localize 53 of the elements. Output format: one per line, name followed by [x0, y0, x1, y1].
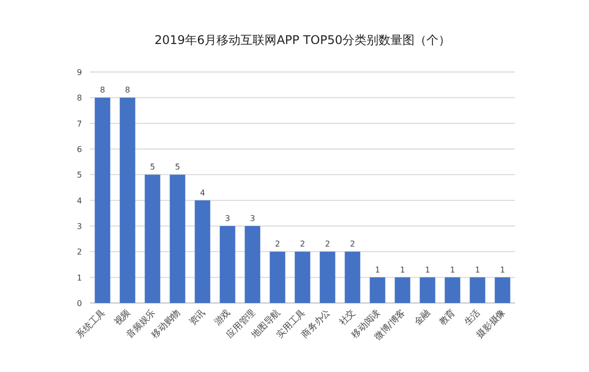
x-tick-label: 资讯 [187, 307, 208, 328]
chart-title: 2019年6月移动互联网APP TOP50分类别数量图（个） [154, 33, 450, 47]
bar [244, 226, 260, 303]
data-label: 4 [200, 188, 206, 198]
x-tick-label: 生活 [462, 307, 483, 328]
data-label: 3 [250, 214, 256, 223]
data-label: 2 [274, 240, 280, 249]
y-tick-label: 2 [76, 248, 82, 257]
bar [294, 252, 310, 303]
data-label: 2 [350, 240, 356, 249]
y-tick-label: 6 [76, 145, 82, 154]
bar [320, 252, 336, 303]
data-label: 1 [450, 265, 456, 274]
bar [370, 277, 386, 303]
data-label: 1 [400, 265, 406, 274]
data-label: 8 [100, 86, 106, 95]
y-tick-label: 8 [76, 94, 82, 103]
data-label: 2 [324, 240, 330, 249]
x-tick-label: 视频 [112, 307, 133, 328]
bar [94, 98, 110, 303]
bar [144, 174, 160, 303]
bar [220, 226, 236, 303]
x-tick-label: 系统工具 [74, 307, 108, 341]
bar [170, 174, 186, 303]
x-tick-label: 金融 [412, 307, 433, 328]
data-label: 1 [374, 265, 380, 274]
bar [394, 277, 410, 303]
x-tick-label: 游戏 [212, 307, 233, 328]
y-tick-label: 0 [76, 299, 82, 308]
bar [470, 277, 486, 303]
data-label: 5 [150, 162, 156, 172]
data-label: 1 [424, 265, 430, 274]
data-label: 1 [500, 265, 506, 274]
bar [444, 277, 460, 303]
bar [494, 277, 510, 303]
data-label: 5 [174, 162, 180, 172]
bar [194, 200, 210, 303]
y-tick-label: 7 [76, 119, 82, 128]
y-tick-label: 4 [76, 196, 82, 206]
x-tick-label: 教育 [437, 307, 458, 328]
y-tick-label: 3 [76, 222, 82, 231]
bar [270, 252, 286, 303]
y-tick-label: 9 [76, 68, 82, 77]
x-tick-label: 社交 [337, 307, 358, 328]
data-label: 8 [124, 86, 130, 95]
y-tick-label: 1 [76, 273, 82, 282]
bar [420, 277, 436, 303]
data-label: 2 [300, 240, 306, 249]
data-label: 1 [474, 265, 480, 274]
bar [120, 98, 136, 303]
y-tick-label: 5 [76, 170, 82, 180]
bar [344, 252, 360, 303]
data-label: 3 [224, 214, 230, 223]
